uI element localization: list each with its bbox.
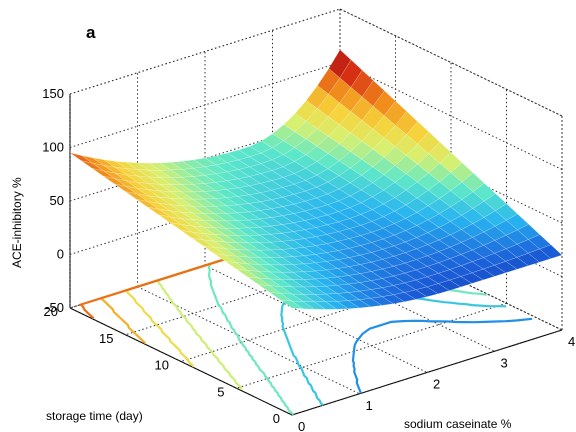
- y-tick-label: 15: [99, 331, 113, 346]
- y-tick-label: 10: [155, 358, 169, 373]
- x-tick-label: 3: [501, 355, 508, 370]
- contour-line: [351, 317, 533, 394]
- z-tick-label: 0: [57, 247, 64, 262]
- response-surface: [69, 49, 563, 310]
- x-tick-label: 2: [433, 377, 440, 392]
- tick-labels: -50 0 50 100 150 0 5 10 15 20 0 1 2 3 4: [42, 86, 575, 432]
- floor-edges: [69, 307, 563, 416]
- z-tick-label: 100: [42, 140, 64, 155]
- x-tick-label: 1: [366, 398, 373, 413]
- z-tick-label: -50: [45, 300, 64, 315]
- x-grid-floor: [204, 265, 428, 373]
- x-grid-floor: [69, 307, 293, 416]
- x-tick-label: 0: [298, 419, 305, 432]
- panel-label: a: [86, 23, 96, 42]
- y-axis-label: storage time (day): [46, 409, 143, 423]
- x-axis-label: sodium caseinate %: [404, 417, 512, 431]
- y-tick-label: 5: [217, 384, 224, 399]
- surface-patch: [539, 244, 563, 259]
- x-tick-label: 4: [568, 334, 575, 349]
- z-tick-label: 150: [42, 86, 64, 101]
- y-tick-label: 0: [273, 411, 280, 426]
- y-tick-label: 20: [44, 304, 58, 319]
- contour-line: [280, 282, 507, 407]
- z-tick-label: 50: [50, 193, 64, 208]
- z-axis-label: ACE-inhibitory %: [10, 177, 24, 268]
